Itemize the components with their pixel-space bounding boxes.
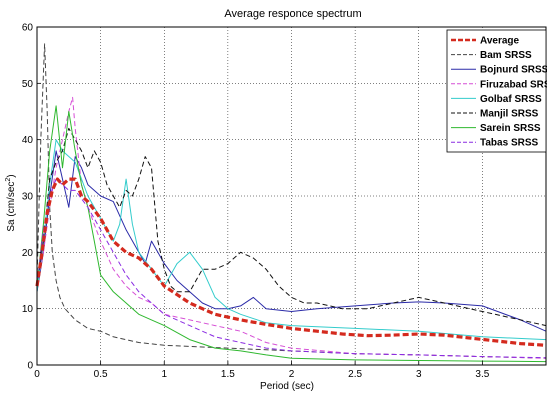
legend-label-bam-srss: Bam SRSS xyxy=(480,50,532,61)
y-tick-label: 40 xyxy=(22,135,34,146)
series-lines xyxy=(35,43,547,363)
y-tick-label: 60 xyxy=(22,23,34,34)
x-tick-label: 0.5 xyxy=(94,369,108,380)
y-axis-label-close: ) xyxy=(6,174,17,177)
legend-box xyxy=(446,29,547,153)
x-tick-label: 0 xyxy=(34,369,40,380)
series-line-sarein-srss xyxy=(36,105,547,363)
y-axis-label-superscript: 2 xyxy=(5,178,12,182)
legend-label-manjil-srss: Manjil SRSS xyxy=(480,109,539,120)
axis-ticks: 0 0.5 1 1.5 2 2.5 3 3.5 0 10 20 30 40 50 60 xyxy=(22,23,490,381)
y-tick-label: 20 xyxy=(22,248,34,259)
legend-label-golbaf-srss: Golbaf SRSS xyxy=(480,94,542,105)
series-line-average xyxy=(35,177,547,347)
x-tick-label: 2 xyxy=(289,369,295,380)
series-line-bam-srss xyxy=(36,43,547,359)
x-tick-label: 1 xyxy=(161,369,167,380)
y-tick-label: 0 xyxy=(27,361,33,372)
legend-label-bojnurd-srss: Bojnurd SRSS xyxy=(480,65,547,76)
chart-title: Average responce spectrum xyxy=(224,8,361,20)
series-line-manjil-srss xyxy=(36,127,547,327)
x-tick-label: 3 xyxy=(416,369,422,380)
y-tick-label: 50 xyxy=(22,79,34,90)
series-line-firuzabad-srss xyxy=(36,96,547,359)
x-tick-label: 2.5 xyxy=(348,369,362,380)
x-tick-label: 3.5 xyxy=(475,369,489,380)
x-axis-label: Period (sec) xyxy=(260,381,314,392)
y-tick-label: 30 xyxy=(22,192,34,203)
legend-label-sarein-srss: Sarein SRSS xyxy=(480,123,541,134)
x-tick-label: 1.5 xyxy=(221,369,235,380)
series-line-tabas-srss xyxy=(36,178,547,359)
legend-label-tabas-srss: Tabas SRSS xyxy=(480,138,538,149)
legend: Average Bam SRSS Bojnurd SRSS Firuzabad SRS… xyxy=(446,29,547,153)
y-axis-label-base: Sa (cm/sec xyxy=(6,182,17,232)
y-tick-label: 10 xyxy=(22,304,34,315)
legend-label-average: Average xyxy=(480,36,520,47)
legend-label-firuzabad-srss: Firuzabad SRSS xyxy=(480,79,547,90)
y-axis-label: Sa (cm/sec2) xyxy=(5,174,17,231)
